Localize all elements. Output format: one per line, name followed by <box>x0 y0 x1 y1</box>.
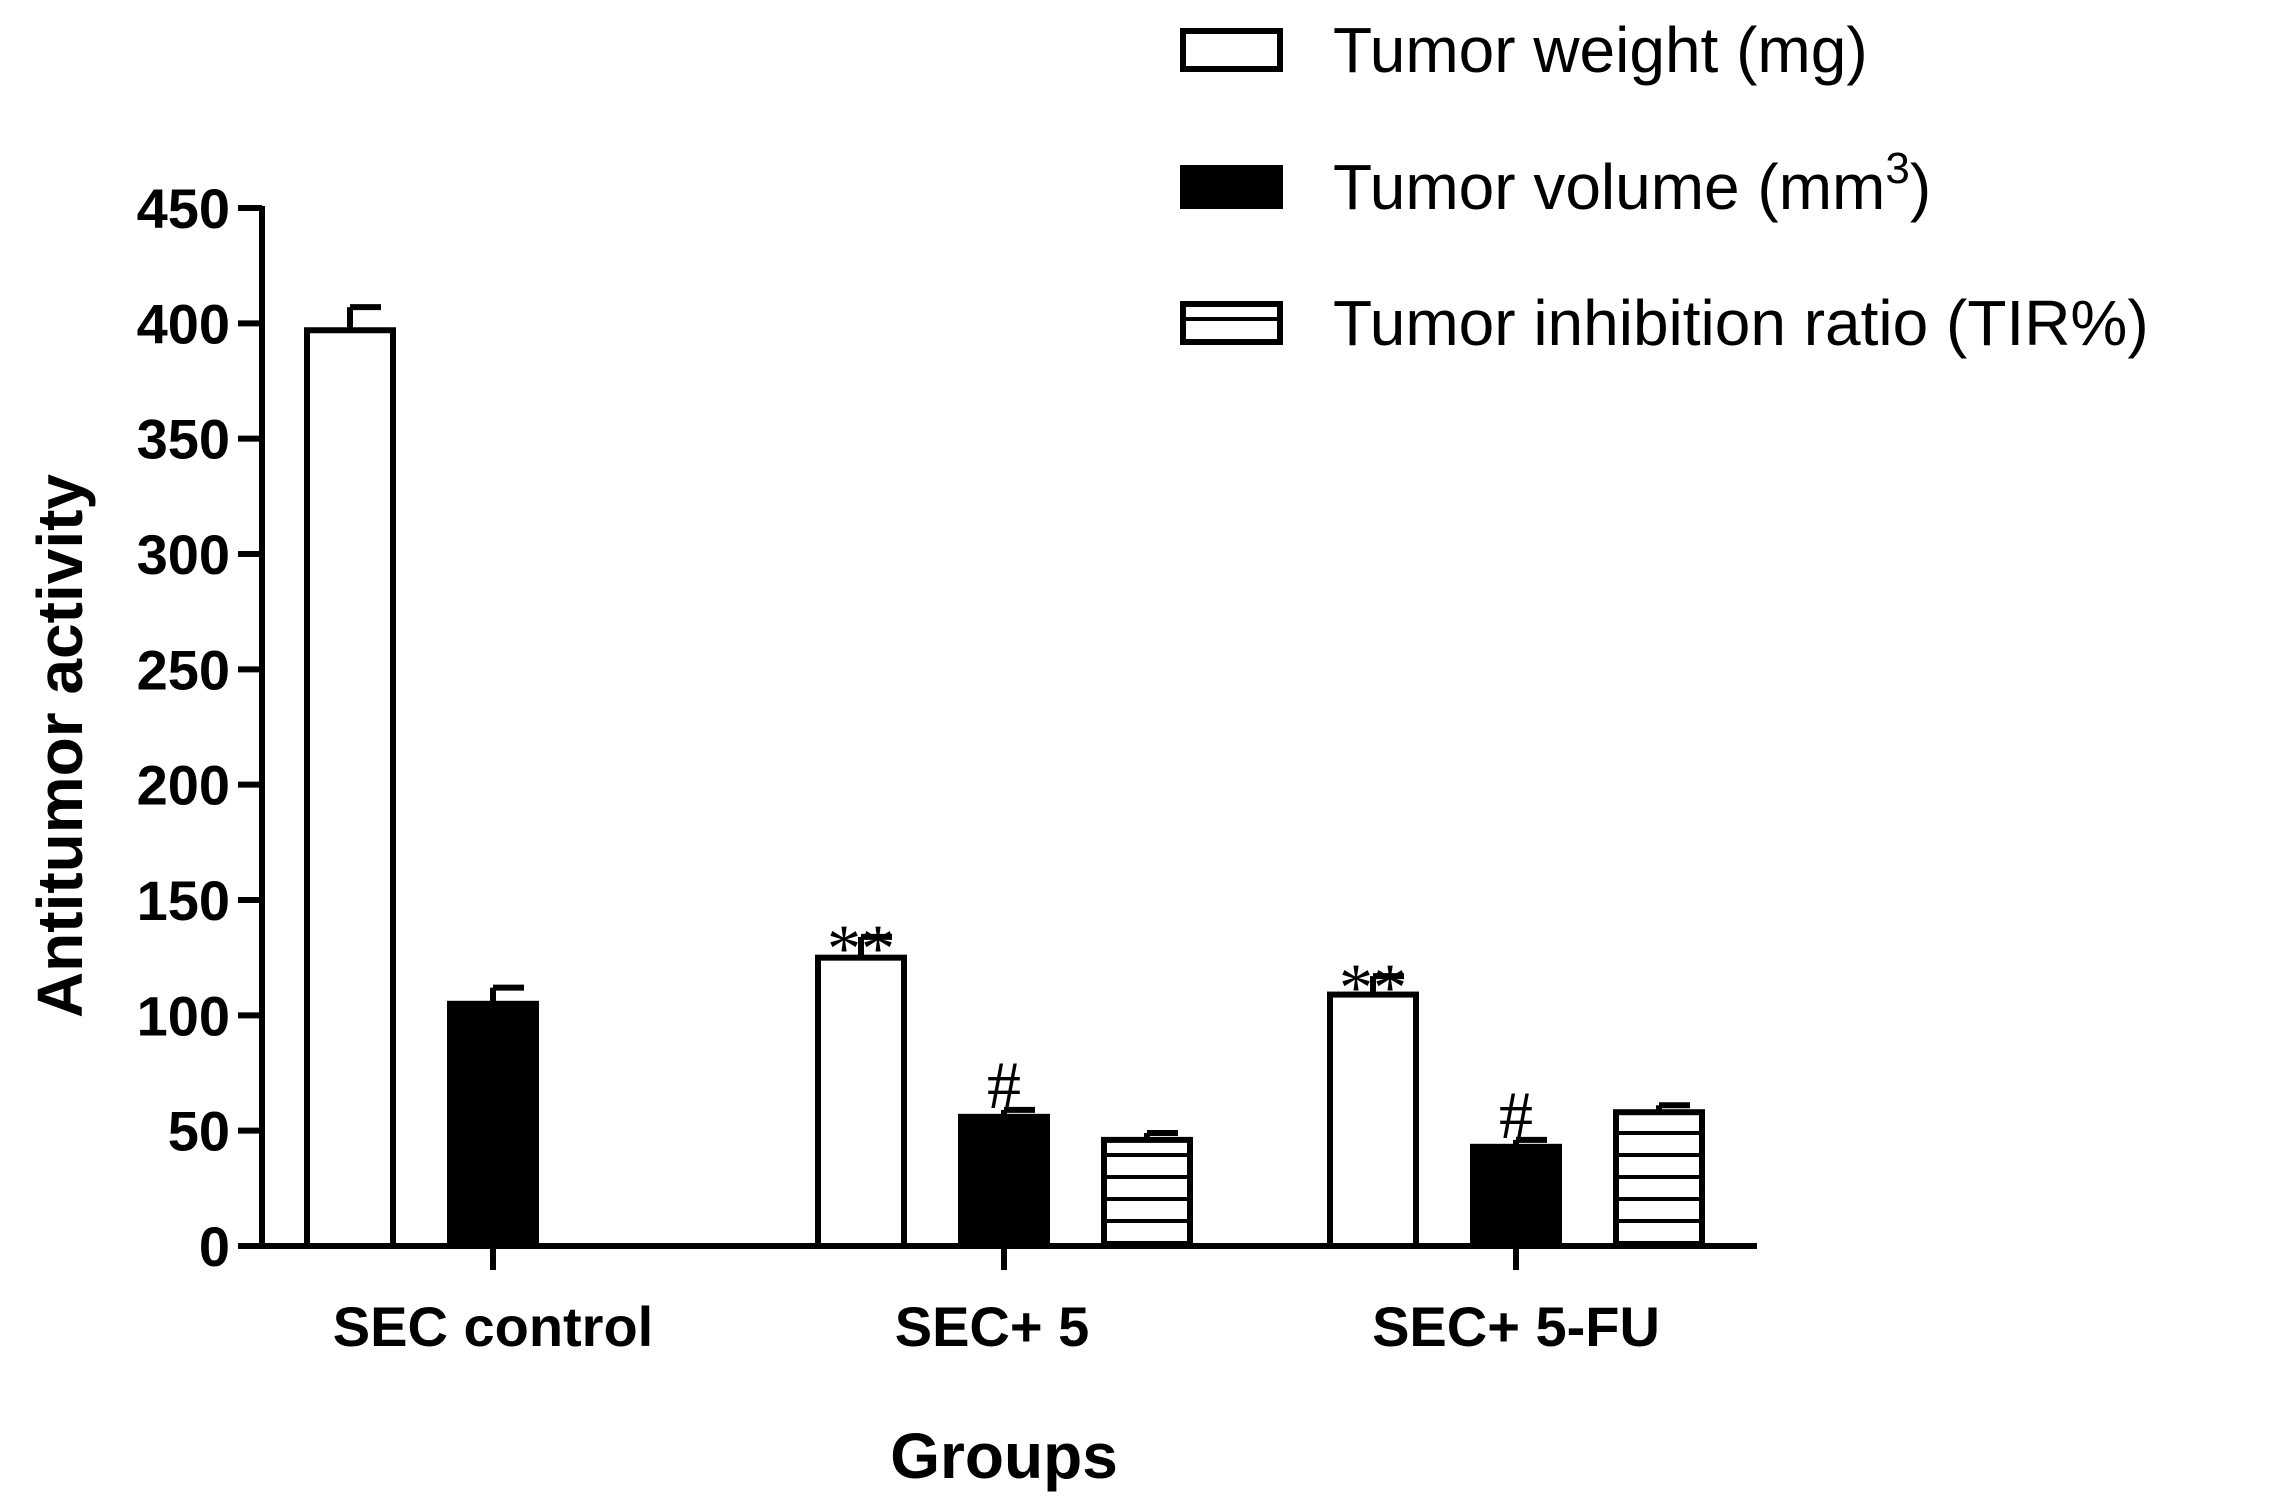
legend-item: Tumor weight (mg) <box>1180 14 1868 86</box>
bar <box>1101 1136 1193 1249</box>
labels: 0 50 100 150 200 250 300 350 400 450 SEC control SE… <box>137 177 1660 1358</box>
x-tick-label: SEC control <box>333 1295 653 1358</box>
y-tick-label: 250 <box>137 638 230 701</box>
y-tick-label: 100 <box>137 984 230 1047</box>
y-tick-label: 0 <box>199 1215 230 1278</box>
significance-annotation: # <box>987 1047 1021 1123</box>
bar <box>1470 1143 1562 1250</box>
significance-annotation: ** <box>1339 949 1407 1025</box>
y-tick-label: 350 <box>137 408 230 471</box>
legend-swatch <box>1180 28 1283 72</box>
legend-label: Tumor inhibition ratio (TIR%) <box>1333 287 2149 359</box>
x-tick-label: SEC+ 5 <box>895 1295 1090 1358</box>
legend-swatch <box>1180 165 1283 209</box>
legend-item: Tumor volume (mm3) <box>1180 144 1931 223</box>
y-tick-label: 50 <box>168 1100 230 1163</box>
bars <box>304 304 1705 1250</box>
significance-annotation: # <box>1499 1077 1533 1153</box>
legend-swatch <box>1180 301 1283 345</box>
legend-item: Tumor inhibition ratio (TIR%) <box>1180 287 2149 359</box>
y-tick-label: 150 <box>137 869 230 932</box>
bar <box>447 1000 539 1249</box>
bar <box>1613 1109 1705 1250</box>
legend-label: Tumor volume (mm3) <box>1333 144 1931 223</box>
x-axis-title: Groups <box>890 1420 1118 1492</box>
legend: Tumor weight (mg) Tumor volume (mm3) Tumor… <box>1180 14 2149 359</box>
y-tick-label: 200 <box>137 754 230 817</box>
y-tick-label: 400 <box>137 292 230 355</box>
significance-annotation: ** <box>827 910 895 986</box>
y-tick-label: 450 <box>137 177 230 240</box>
x-tick-label: SEC+ 5-FU <box>1372 1295 1660 1358</box>
bar <box>815 954 907 1250</box>
legend-label: Tumor weight (mg) <box>1333 14 1868 86</box>
bar <box>958 1113 1050 1249</box>
y-tick-label: 300 <box>137 523 230 586</box>
bar <box>304 327 396 1249</box>
bar <box>1327 991 1419 1249</box>
y-axis-title: Antitumor activity <box>24 474 96 1018</box>
